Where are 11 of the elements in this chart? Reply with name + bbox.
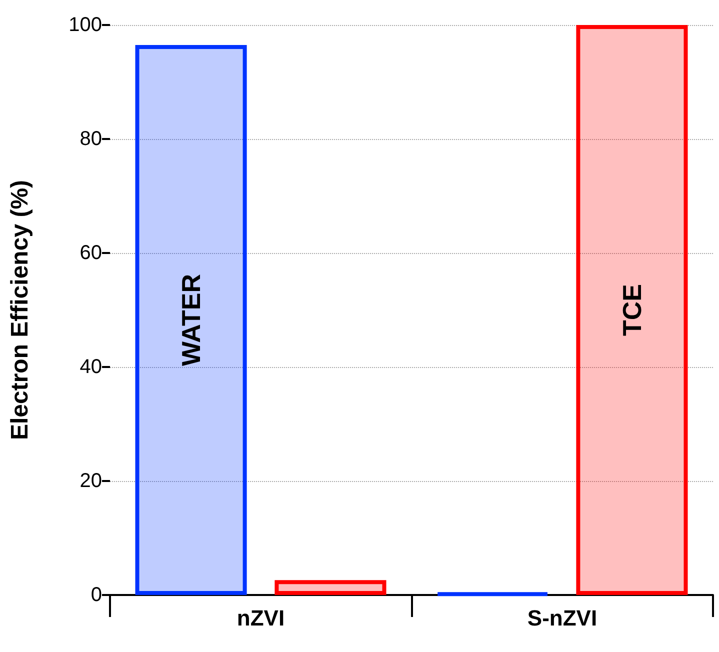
- y-tick-label: 0: [90, 584, 102, 606]
- y-tick-label: 100: [68, 14, 102, 36]
- y-tick-label: 80: [80, 128, 102, 150]
- series-label: WATER: [176, 274, 206, 366]
- y-axis-title: Electron Efficiency (%): [6, 180, 34, 440]
- y-tick-label: 20: [80, 470, 102, 492]
- y-tick-label: 40: [80, 356, 102, 378]
- series-label: TCE: [616, 284, 647, 336]
- x-tick-label: S-nZVI: [527, 606, 598, 630]
- x-tick-label: nZVI: [236, 606, 285, 630]
- y-tick-label: 60: [80, 242, 102, 264]
